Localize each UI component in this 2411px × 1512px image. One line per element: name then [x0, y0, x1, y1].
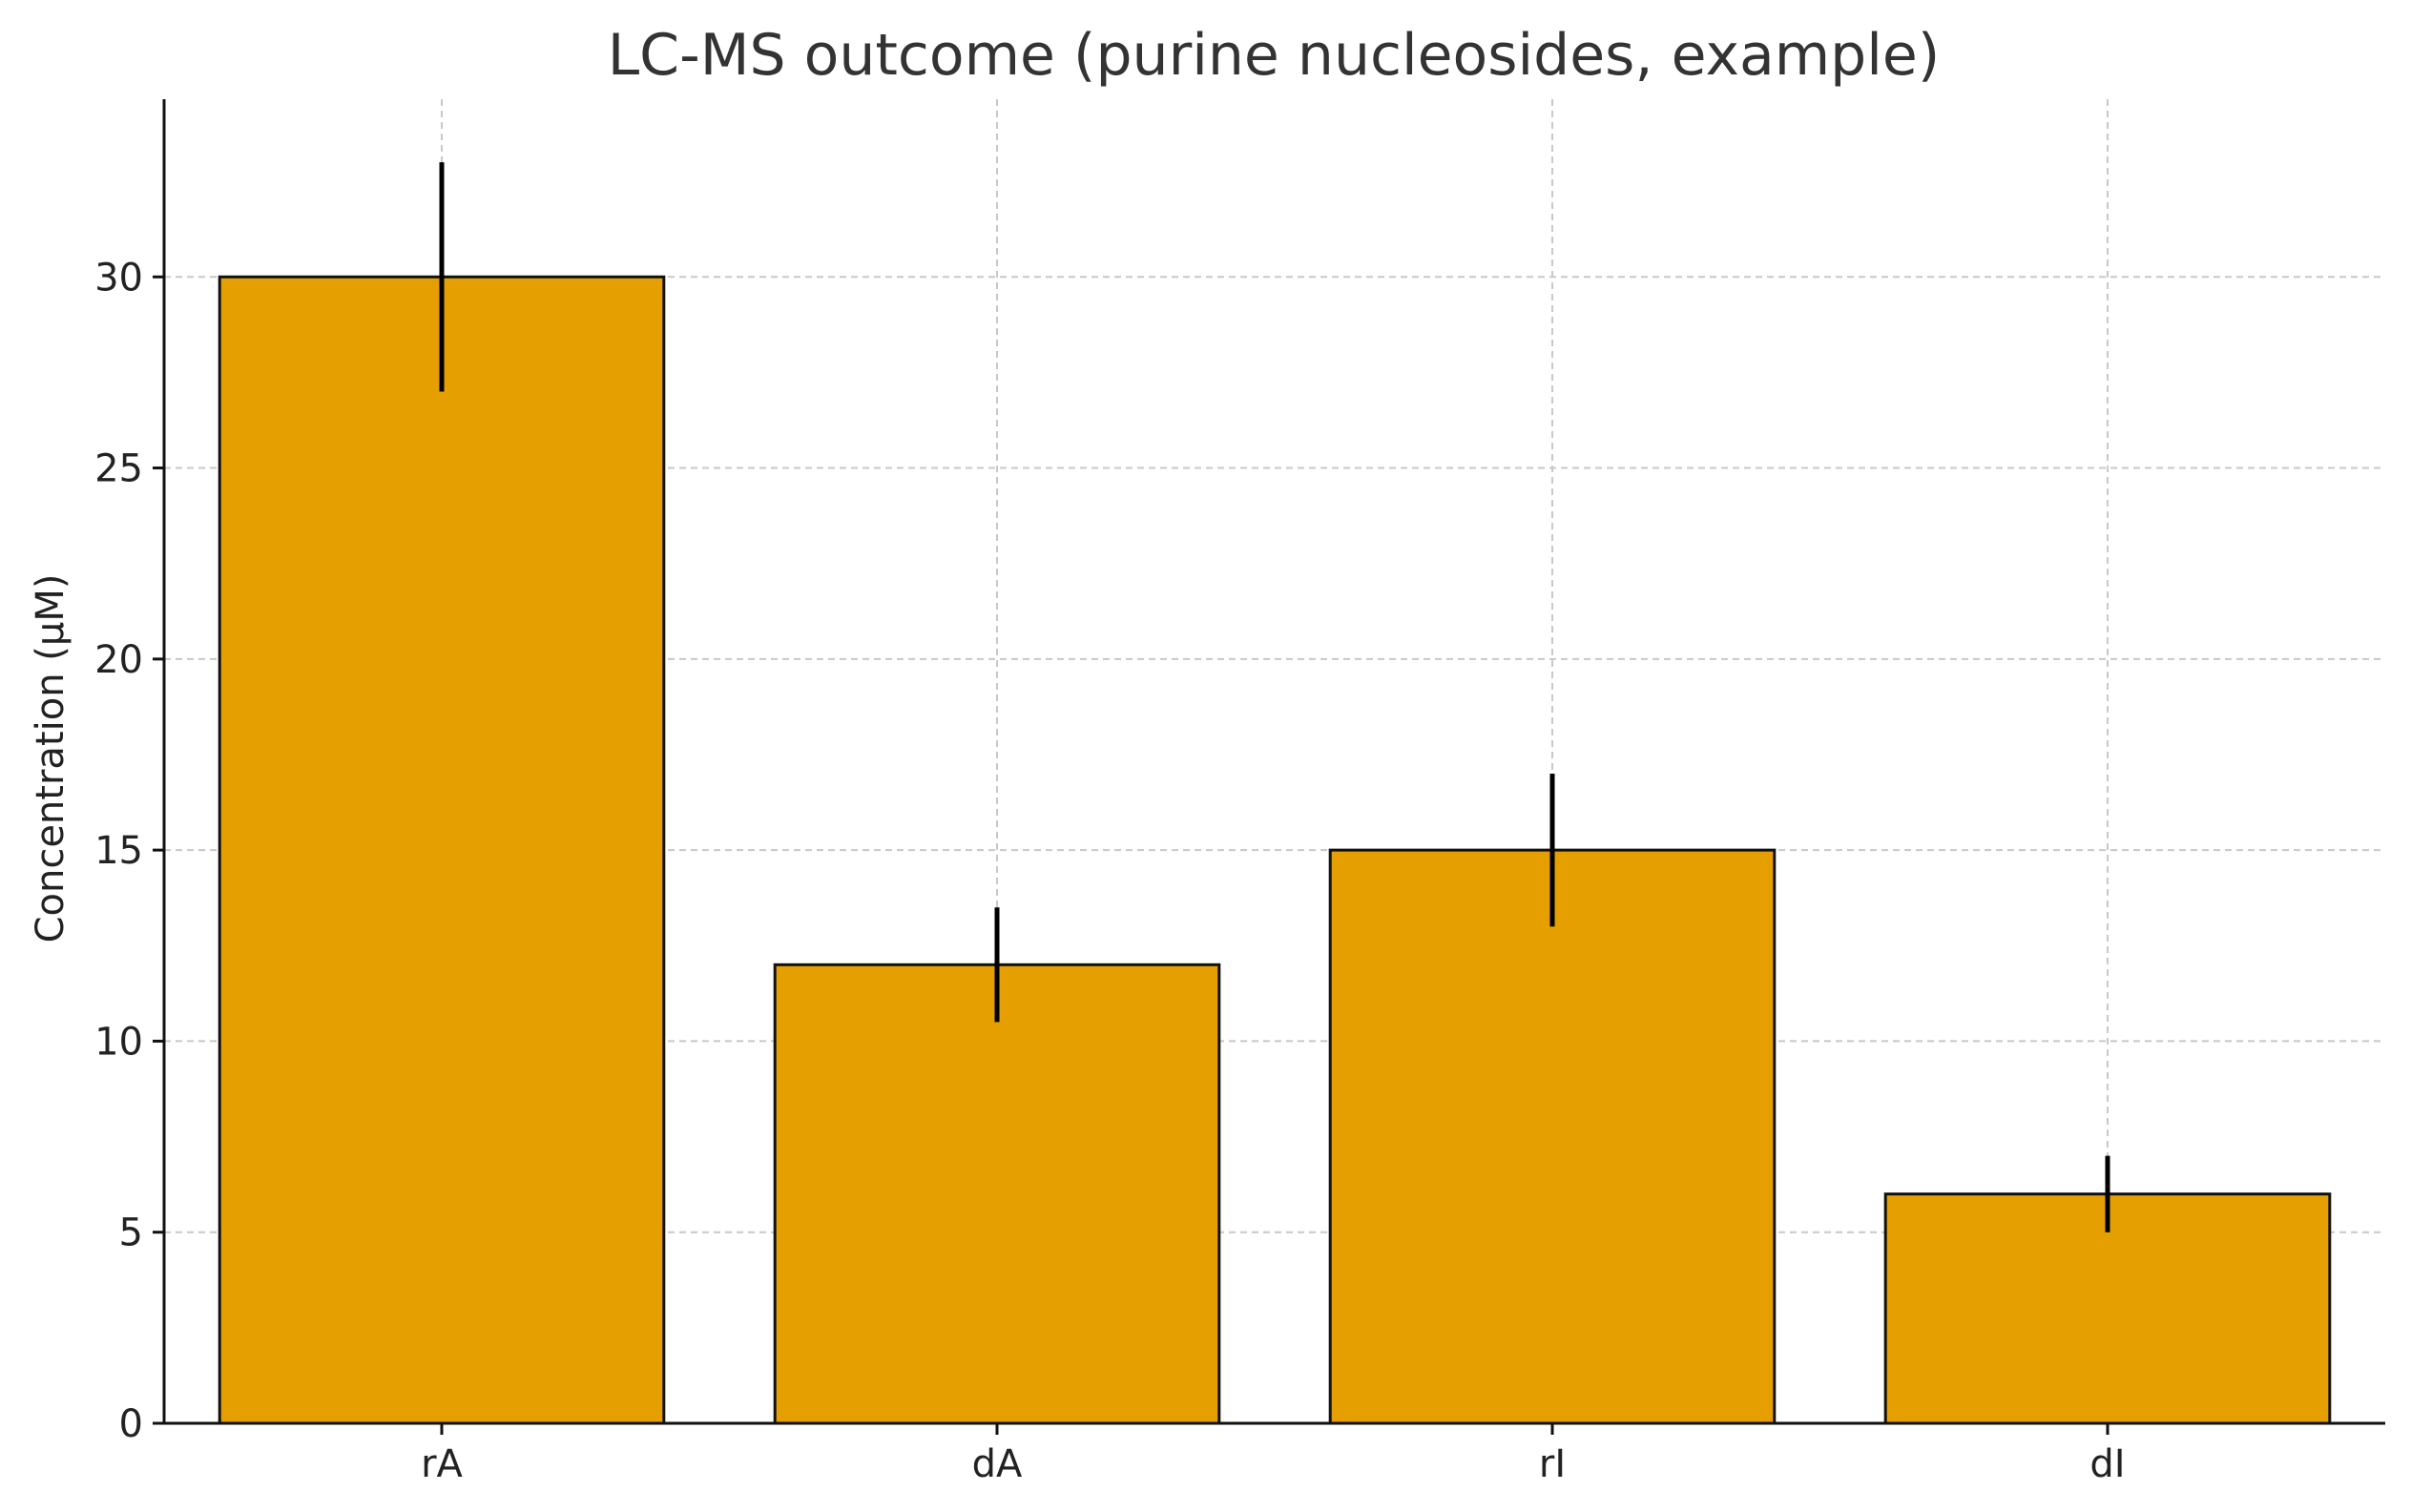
- x-tick-label-rI: rI: [1539, 1442, 1566, 1486]
- y-tick-label: 25: [94, 447, 143, 491]
- bars: [218, 275, 2332, 1425]
- error-bars: [439, 162, 2110, 1232]
- y-axis-label: Concentration (µM): [29, 574, 73, 943]
- bar-rI: [1328, 848, 1777, 1425]
- tick-labels: 0 5 10 15 20 25 30 rA dA rI dI: [94, 256, 2126, 1486]
- y-tick-label: 20: [94, 638, 143, 682]
- chart-title: LC-MS outcome (purine nucleosides, examp…: [608, 22, 1941, 89]
- bar-rA: [218, 275, 666, 1425]
- y-tick-label: 30: [94, 256, 143, 300]
- x-tick-label-rA: rA: [421, 1442, 463, 1486]
- y-tick-label: 0: [119, 1402, 143, 1446]
- y-tick-label: 10: [94, 1020, 143, 1064]
- bar-dA: [773, 963, 1221, 1425]
- y-tick-label: 15: [94, 829, 143, 873]
- x-tick-label-dA: dA: [972, 1442, 1023, 1486]
- axes: [162, 99, 2385, 1425]
- x-tick-label-dI: dI: [2089, 1442, 2125, 1486]
- y-tick-label: 5: [119, 1212, 143, 1255]
